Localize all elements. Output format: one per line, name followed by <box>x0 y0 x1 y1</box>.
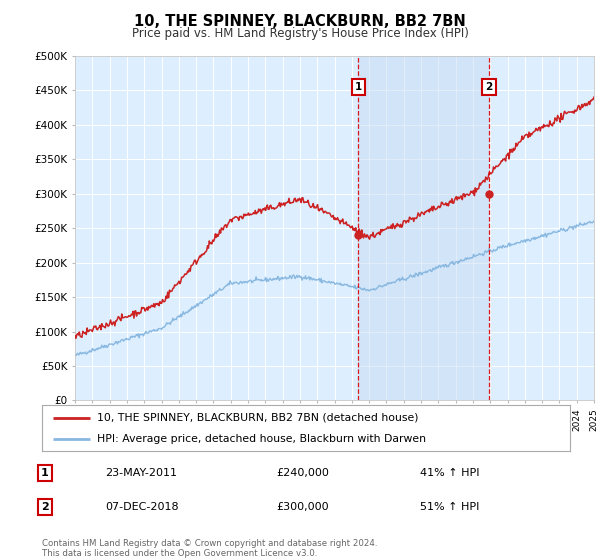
Text: 41% ↑ HPI: 41% ↑ HPI <box>420 468 479 478</box>
Text: 23-MAY-2011: 23-MAY-2011 <box>105 468 177 478</box>
Text: £240,000: £240,000 <box>276 468 329 478</box>
Text: 2: 2 <box>485 82 493 92</box>
Text: Contains HM Land Registry data © Crown copyright and database right 2024.
This d: Contains HM Land Registry data © Crown c… <box>42 539 377 558</box>
Text: 1: 1 <box>355 82 362 92</box>
Text: 51% ↑ HPI: 51% ↑ HPI <box>420 502 479 512</box>
Text: £300,000: £300,000 <box>276 502 329 512</box>
Text: 07-DEC-2018: 07-DEC-2018 <box>105 502 179 512</box>
Text: 2: 2 <box>41 502 49 512</box>
Text: 10, THE SPINNEY, BLACKBURN, BB2 7BN (detached house): 10, THE SPINNEY, BLACKBURN, BB2 7BN (det… <box>97 413 419 423</box>
Text: 10, THE SPINNEY, BLACKBURN, BB2 7BN: 10, THE SPINNEY, BLACKBURN, BB2 7BN <box>134 14 466 29</box>
Text: Price paid vs. HM Land Registry's House Price Index (HPI): Price paid vs. HM Land Registry's House … <box>131 27 469 40</box>
Text: HPI: Average price, detached house, Blackburn with Darwen: HPI: Average price, detached house, Blac… <box>97 434 427 444</box>
Bar <box>358 56 489 400</box>
Text: 1: 1 <box>41 468 49 478</box>
